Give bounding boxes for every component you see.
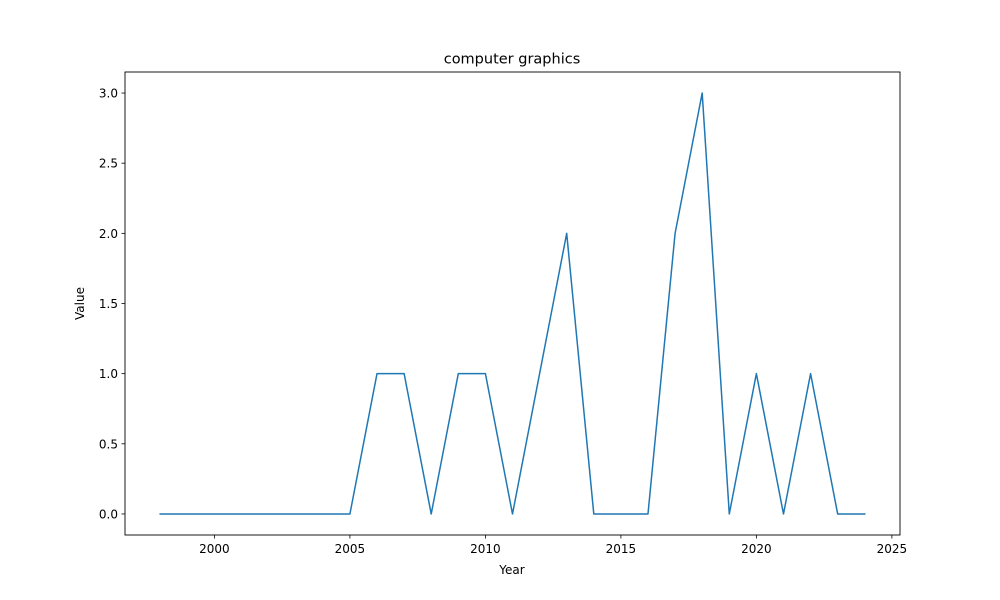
x-tick-label: 2010 <box>470 542 501 556</box>
y-tick-label: 0.0 <box>99 507 118 521</box>
x-tick-label: 2020 <box>741 542 772 556</box>
x-axis-ticks: 2000 2005 2010 2015 2020 2025 <box>199 535 907 556</box>
x-tick-label: 2000 <box>199 542 230 556</box>
x-tick-label: 2025 <box>877 542 908 556</box>
series-layer <box>159 92 866 515</box>
y-tick-label: 3.0 <box>99 87 118 101</box>
y-tick-label: 2.5 <box>99 157 118 171</box>
chart-title: computer graphics <box>444 52 581 68</box>
plot-frame <box>124 71 901 536</box>
y-axis-ticks: 0.0 0.5 1.0 1.5 2.0 2.5 3.0 <box>99 87 125 521</box>
y-tick-label: 1.5 <box>99 297 118 311</box>
y-axis-label: Value <box>73 287 87 320</box>
series-line-0 <box>159 92 866 515</box>
x-tick-label: 2005 <box>335 542 366 556</box>
y-tick-label: 2.0 <box>99 227 118 241</box>
y-tick-label: 0.5 <box>99 437 118 451</box>
x-tick-label: 2015 <box>606 542 637 556</box>
y-tick-label: 1.0 <box>99 367 118 381</box>
x-axis-label: Year <box>498 563 524 577</box>
